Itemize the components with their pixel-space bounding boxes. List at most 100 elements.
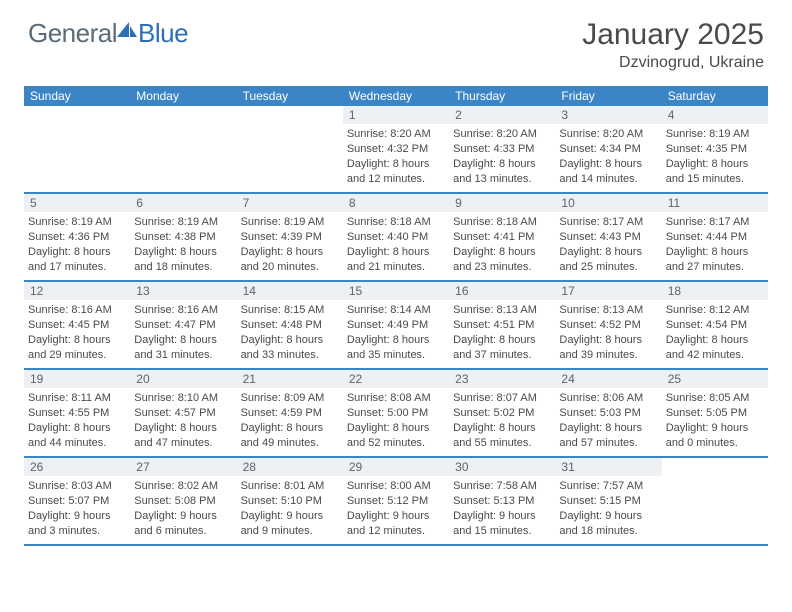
sunset-line: Sunset: 4:48 PM xyxy=(241,318,339,333)
weekday-header: Wednesday xyxy=(343,86,449,106)
sunrise-line: Sunrise: 8:20 AM xyxy=(453,127,551,142)
calendar-cell: 22Sunrise: 8:08 AMSunset: 5:00 PMDayligh… xyxy=(343,370,449,456)
day-number: 5 xyxy=(24,194,130,212)
day-info: Sunrise: 8:18 AMSunset: 4:41 PMDaylight:… xyxy=(449,212,555,277)
daylight-line-1: Daylight: 8 hours xyxy=(453,333,551,348)
daylight-line-2: and 12 minutes. xyxy=(347,524,445,539)
day-info: Sunrise: 8:06 AMSunset: 5:03 PMDaylight:… xyxy=(555,388,661,453)
calendar-cell: 7Sunrise: 8:19 AMSunset: 4:39 PMDaylight… xyxy=(237,194,343,280)
sunset-line: Sunset: 4:47 PM xyxy=(134,318,232,333)
sunset-line: Sunset: 5:02 PM xyxy=(453,406,551,421)
day-number: 18 xyxy=(662,282,768,300)
day-info: Sunrise: 8:14 AMSunset: 4:49 PMDaylight:… xyxy=(343,300,449,365)
sunset-line: Sunset: 4:38 PM xyxy=(134,230,232,245)
day-info: Sunrise: 8:01 AMSunset: 5:10 PMDaylight:… xyxy=(237,476,343,541)
sunset-line: Sunset: 5:15 PM xyxy=(559,494,657,509)
calendar-week: 1Sunrise: 8:20 AMSunset: 4:32 PMDaylight… xyxy=(24,106,768,194)
sunset-line: Sunset: 4:43 PM xyxy=(559,230,657,245)
daylight-line-1: Daylight: 8 hours xyxy=(134,421,232,436)
daylight-line-1: Daylight: 8 hours xyxy=(347,333,445,348)
daylight-line-1: Daylight: 9 hours xyxy=(241,509,339,524)
daylight-line-1: Daylight: 9 hours xyxy=(559,509,657,524)
calendar-cell xyxy=(24,106,130,192)
calendar-cell: 31Sunrise: 7:57 AMSunset: 5:15 PMDayligh… xyxy=(555,458,661,544)
sunset-line: Sunset: 4:32 PM xyxy=(347,142,445,157)
day-number: 27 xyxy=(130,458,236,476)
day-number: 15 xyxy=(343,282,449,300)
daylight-line-2: and 15 minutes. xyxy=(453,524,551,539)
sunset-line: Sunset: 5:07 PM xyxy=(28,494,126,509)
day-info: Sunrise: 8:03 AMSunset: 5:07 PMDaylight:… xyxy=(24,476,130,541)
sunrise-line: Sunrise: 8:19 AM xyxy=(28,215,126,230)
calendar-cell: 28Sunrise: 8:01 AMSunset: 5:10 PMDayligh… xyxy=(237,458,343,544)
day-number: 9 xyxy=(449,194,555,212)
daylight-line-1: Daylight: 9 hours xyxy=(347,509,445,524)
daylight-line-2: and 6 minutes. xyxy=(134,524,232,539)
calendar-cell: 1Sunrise: 8:20 AMSunset: 4:32 PMDaylight… xyxy=(343,106,449,192)
sunset-line: Sunset: 5:03 PM xyxy=(559,406,657,421)
weekday-header: Monday xyxy=(130,86,236,106)
daylight-line-1: Daylight: 8 hours xyxy=(241,245,339,260)
day-info: Sunrise: 8:19 AMSunset: 4:38 PMDaylight:… xyxy=(130,212,236,277)
sunset-line: Sunset: 4:54 PM xyxy=(666,318,764,333)
day-number: 28 xyxy=(237,458,343,476)
sunrise-line: Sunrise: 8:12 AM xyxy=(666,303,764,318)
calendar-cell: 29Sunrise: 8:00 AMSunset: 5:12 PMDayligh… xyxy=(343,458,449,544)
day-number: 3 xyxy=(555,106,661,124)
calendar-cell: 8Sunrise: 8:18 AMSunset: 4:40 PMDaylight… xyxy=(343,194,449,280)
day-info: Sunrise: 8:15 AMSunset: 4:48 PMDaylight:… xyxy=(237,300,343,365)
weekday-header-row: Sunday Monday Tuesday Wednesday Thursday… xyxy=(24,86,768,106)
daylight-line-2: and 35 minutes. xyxy=(347,348,445,363)
sunrise-line: Sunrise: 8:09 AM xyxy=(241,391,339,406)
daylight-line-2: and 23 minutes. xyxy=(453,260,551,275)
calendar-cell: 5Sunrise: 8:19 AMSunset: 4:36 PMDaylight… xyxy=(24,194,130,280)
day-info: Sunrise: 8:08 AMSunset: 5:00 PMDaylight:… xyxy=(343,388,449,453)
daylight-line-2: and 37 minutes. xyxy=(453,348,551,363)
sunrise-line: Sunrise: 8:06 AM xyxy=(559,391,657,406)
sunset-line: Sunset: 4:35 PM xyxy=(666,142,764,157)
day-number: 21 xyxy=(237,370,343,388)
calendar-cell: 13Sunrise: 8:16 AMSunset: 4:47 PMDayligh… xyxy=(130,282,236,368)
day-info: Sunrise: 8:20 AMSunset: 4:34 PMDaylight:… xyxy=(555,124,661,189)
calendar-cell: 12Sunrise: 8:16 AMSunset: 4:45 PMDayligh… xyxy=(24,282,130,368)
daylight-line-1: Daylight: 8 hours xyxy=(666,333,764,348)
day-info: Sunrise: 8:19 AMSunset: 4:36 PMDaylight:… xyxy=(24,212,130,277)
daylight-line-1: Daylight: 8 hours xyxy=(134,333,232,348)
calendar-cell: 10Sunrise: 8:17 AMSunset: 4:43 PMDayligh… xyxy=(555,194,661,280)
day-info: Sunrise: 8:11 AMSunset: 4:55 PMDaylight:… xyxy=(24,388,130,453)
sunset-line: Sunset: 4:45 PM xyxy=(28,318,126,333)
logo-text-blue: Blue xyxy=(138,18,188,49)
daylight-line-1: Daylight: 8 hours xyxy=(453,421,551,436)
daylight-line-2: and 39 minutes. xyxy=(559,348,657,363)
daylight-line-2: and 25 minutes. xyxy=(559,260,657,275)
calendar-cell xyxy=(237,106,343,192)
calendar-cell: 2Sunrise: 8:20 AMSunset: 4:33 PMDaylight… xyxy=(449,106,555,192)
calendar-cell: 3Sunrise: 8:20 AMSunset: 4:34 PMDaylight… xyxy=(555,106,661,192)
day-number: 14 xyxy=(237,282,343,300)
day-info: Sunrise: 8:19 AMSunset: 4:35 PMDaylight:… xyxy=(662,124,768,189)
daylight-line-2: and 3 minutes. xyxy=(28,524,126,539)
daylight-line-1: Daylight: 9 hours xyxy=(134,509,232,524)
title-block: January 2025 Dzvinogrud, Ukraine xyxy=(582,18,764,72)
day-number: 31 xyxy=(555,458,661,476)
calendar-cell: 17Sunrise: 8:13 AMSunset: 4:52 PMDayligh… xyxy=(555,282,661,368)
day-info: Sunrise: 8:12 AMSunset: 4:54 PMDaylight:… xyxy=(662,300,768,365)
sunrise-line: Sunrise: 8:16 AM xyxy=(134,303,232,318)
calendar-cell: 23Sunrise: 8:07 AMSunset: 5:02 PMDayligh… xyxy=(449,370,555,456)
sunset-line: Sunset: 4:55 PM xyxy=(28,406,126,421)
daylight-line-1: Daylight: 8 hours xyxy=(347,421,445,436)
sunrise-line: Sunrise: 8:10 AM xyxy=(134,391,232,406)
sunset-line: Sunset: 4:33 PM xyxy=(453,142,551,157)
daylight-line-2: and 29 minutes. xyxy=(28,348,126,363)
calendar-cell: 27Sunrise: 8:02 AMSunset: 5:08 PMDayligh… xyxy=(130,458,236,544)
day-info: Sunrise: 8:18 AMSunset: 4:40 PMDaylight:… xyxy=(343,212,449,277)
day-info: Sunrise: 8:17 AMSunset: 4:44 PMDaylight:… xyxy=(662,212,768,277)
sunrise-line: Sunrise: 8:01 AM xyxy=(241,479,339,494)
sunrise-line: Sunrise: 8:19 AM xyxy=(134,215,232,230)
daylight-line-2: and 0 minutes. xyxy=(666,436,764,451)
day-number: 19 xyxy=(24,370,130,388)
day-info: Sunrise: 8:20 AMSunset: 4:32 PMDaylight:… xyxy=(343,124,449,189)
daylight-line-2: and 31 minutes. xyxy=(134,348,232,363)
day-number: 23 xyxy=(449,370,555,388)
sunset-line: Sunset: 4:36 PM xyxy=(28,230,126,245)
